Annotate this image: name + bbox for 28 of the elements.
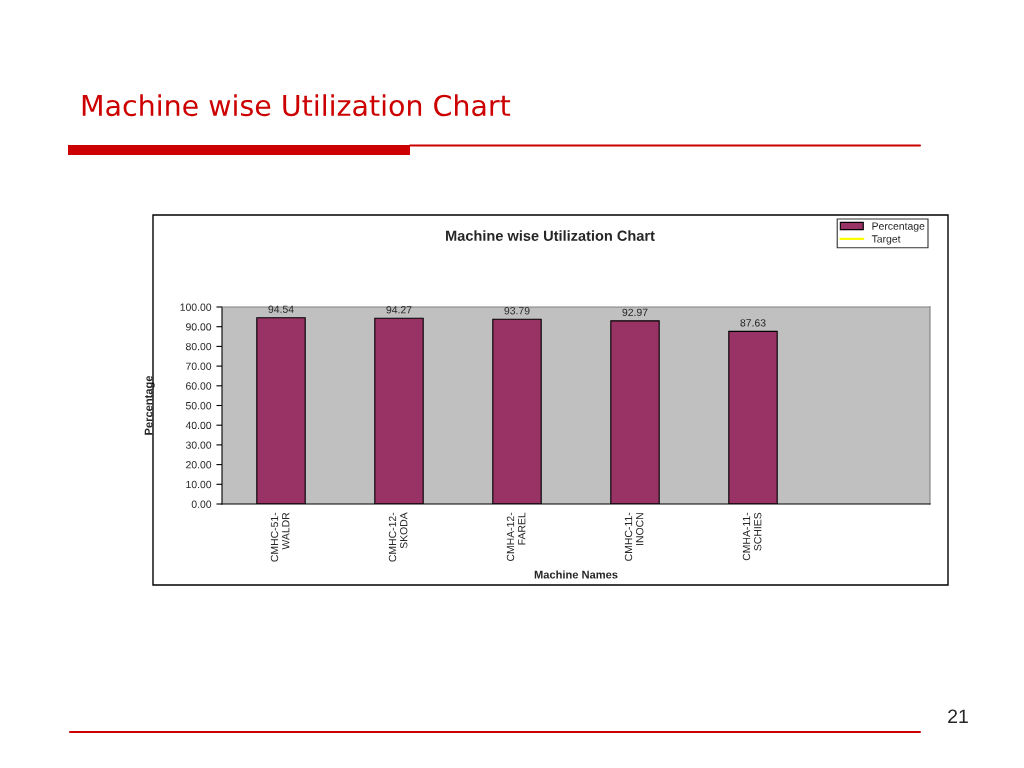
- chart-title: Machine wise Utilization Chart: [82, 94, 511, 117]
- x-tick-label: CMHC-51- WALDR: [270, 512, 290, 562]
- x-tick-label: CMHC-11- INOCN: [624, 512, 644, 561]
- y-tick-label: 50.00: [185, 402, 212, 410]
- y-tick-label: 40.00: [185, 421, 212, 430]
- legend-label: Target: [871, 235, 901, 245]
- data-label: 94.54: [268, 305, 294, 313]
- data-label: 92.97: [622, 308, 648, 317]
- y-tick-label: 90.00: [186, 323, 212, 331]
- chart-subtitle: Machine wise Utilization Chart: [446, 230, 655, 241]
- y-tick-label: 70.00: [186, 362, 212, 370]
- x-tick-label: CMHA-12- FAREL: [506, 512, 526, 561]
- y-tick-label: 20.00: [186, 461, 212, 469]
- data-label: 93.79: [504, 307, 530, 315]
- y-tick-label: 30.00: [185, 441, 212, 449]
- y-axis-title: Percentage: [144, 375, 155, 435]
- y-tick-label: 10.00: [186, 480, 212, 489]
- data-label: 94.27: [386, 306, 412, 314]
- data-label: 87.63: [740, 319, 766, 327]
- x-tick-label: CMHC-12- SKODA: [388, 512, 408, 562]
- y-tick-label: 0.00: [191, 500, 212, 508]
- y-tick-label: 60.00: [186, 382, 212, 390]
- y-tick-label: 80.00: [185, 342, 212, 351]
- x-axis-title: Machine Names: [534, 570, 618, 579]
- x-tick-label: CMHA-11- SCHIES: [742, 512, 762, 561]
- y-tick-label: 100.00: [180, 303, 212, 311]
- legend-label: Percentage: [872, 222, 925, 232]
- text: 21: [948, 709, 968, 724]
